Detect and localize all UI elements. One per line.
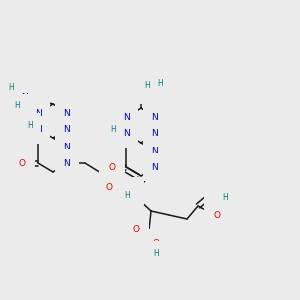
Text: H: H [144,80,150,89]
Text: O: O [106,182,112,191]
Text: N: N [123,113,129,122]
Text: N: N [64,125,70,134]
Text: N: N [152,130,158,139]
Text: H: H [124,191,130,200]
Text: N: N [138,85,144,94]
Text: O: O [19,158,26,167]
Text: O: O [214,211,220,220]
Text: N: N [64,142,70,152]
Text: H: H [8,82,14,91]
Text: H: H [110,125,116,134]
Text: O: O [214,190,220,200]
Text: N: N [123,130,129,139]
Text: O: O [109,163,116,172]
Text: N: N [34,109,41,118]
Text: H: H [222,194,228,202]
Text: H: H [157,79,163,88]
Text: H: H [27,121,33,130]
Text: H: H [14,101,20,110]
Text: N: N [64,158,70,167]
Text: O: O [152,238,160,247]
Text: N: N [152,146,158,155]
Text: N: N [152,113,158,122]
Text: N: N [64,109,70,118]
Text: N: N [129,187,135,196]
Text: N: N [152,163,158,172]
Text: N: N [22,92,28,101]
Text: H: H [153,248,159,257]
Text: N: N [127,187,134,196]
Text: O: O [133,226,140,235]
Text: N: N [34,125,41,134]
